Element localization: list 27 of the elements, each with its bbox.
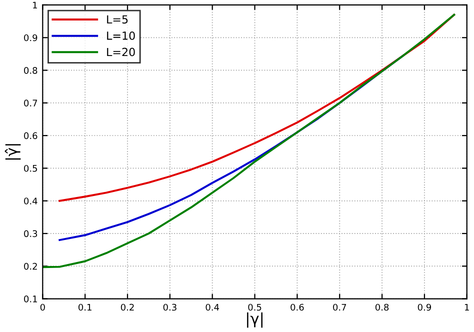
y-tick-label: 0.1 [24,296,37,302]
y-tick-label: 0.7 [24,100,38,106]
y-tick-label: 0.3 [24,230,38,238]
x-tick-label: 0.4 [206,304,220,311]
x-tick-label: 0.1 [78,304,92,311]
x-tick-label: 0.2 [120,304,134,311]
x-tick-label: 0.8 [375,304,389,311]
y-tick-label: 1 [33,2,37,8]
x-tick-label: 0 [40,304,45,311]
legend-label: L=20 [107,48,135,56]
line-series [42,14,456,268]
y-tick-label: 0.4 [24,198,38,204]
x-axis-title: |γ| [247,312,263,328]
x-tick-label: 0.9 [418,304,432,311]
x-tick-label: 0.7 [333,304,346,311]
y-tick-label: 0.5 [24,164,38,172]
y-tick-label: 0.6 [24,132,38,140]
x-tick-label: 0.3 [163,304,176,311]
x-tick-label: 0.5 [248,304,262,311]
y-tick-label: 0.9 [24,34,38,42]
y-axis-title: |γ̂| [4,144,21,160]
y-tick-label: 0.2 [24,262,37,270]
x-tick-label: 0.6 [290,304,304,311]
legend-label: L=5 [107,15,128,24]
y-tick-label: 0.8 [24,67,38,74]
legend-label: L=10 [107,31,135,40]
x-tick-label: 1 [465,304,469,311]
